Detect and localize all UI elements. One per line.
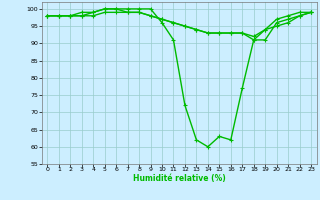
X-axis label: Humidité relative (%): Humidité relative (%)	[133, 174, 226, 183]
